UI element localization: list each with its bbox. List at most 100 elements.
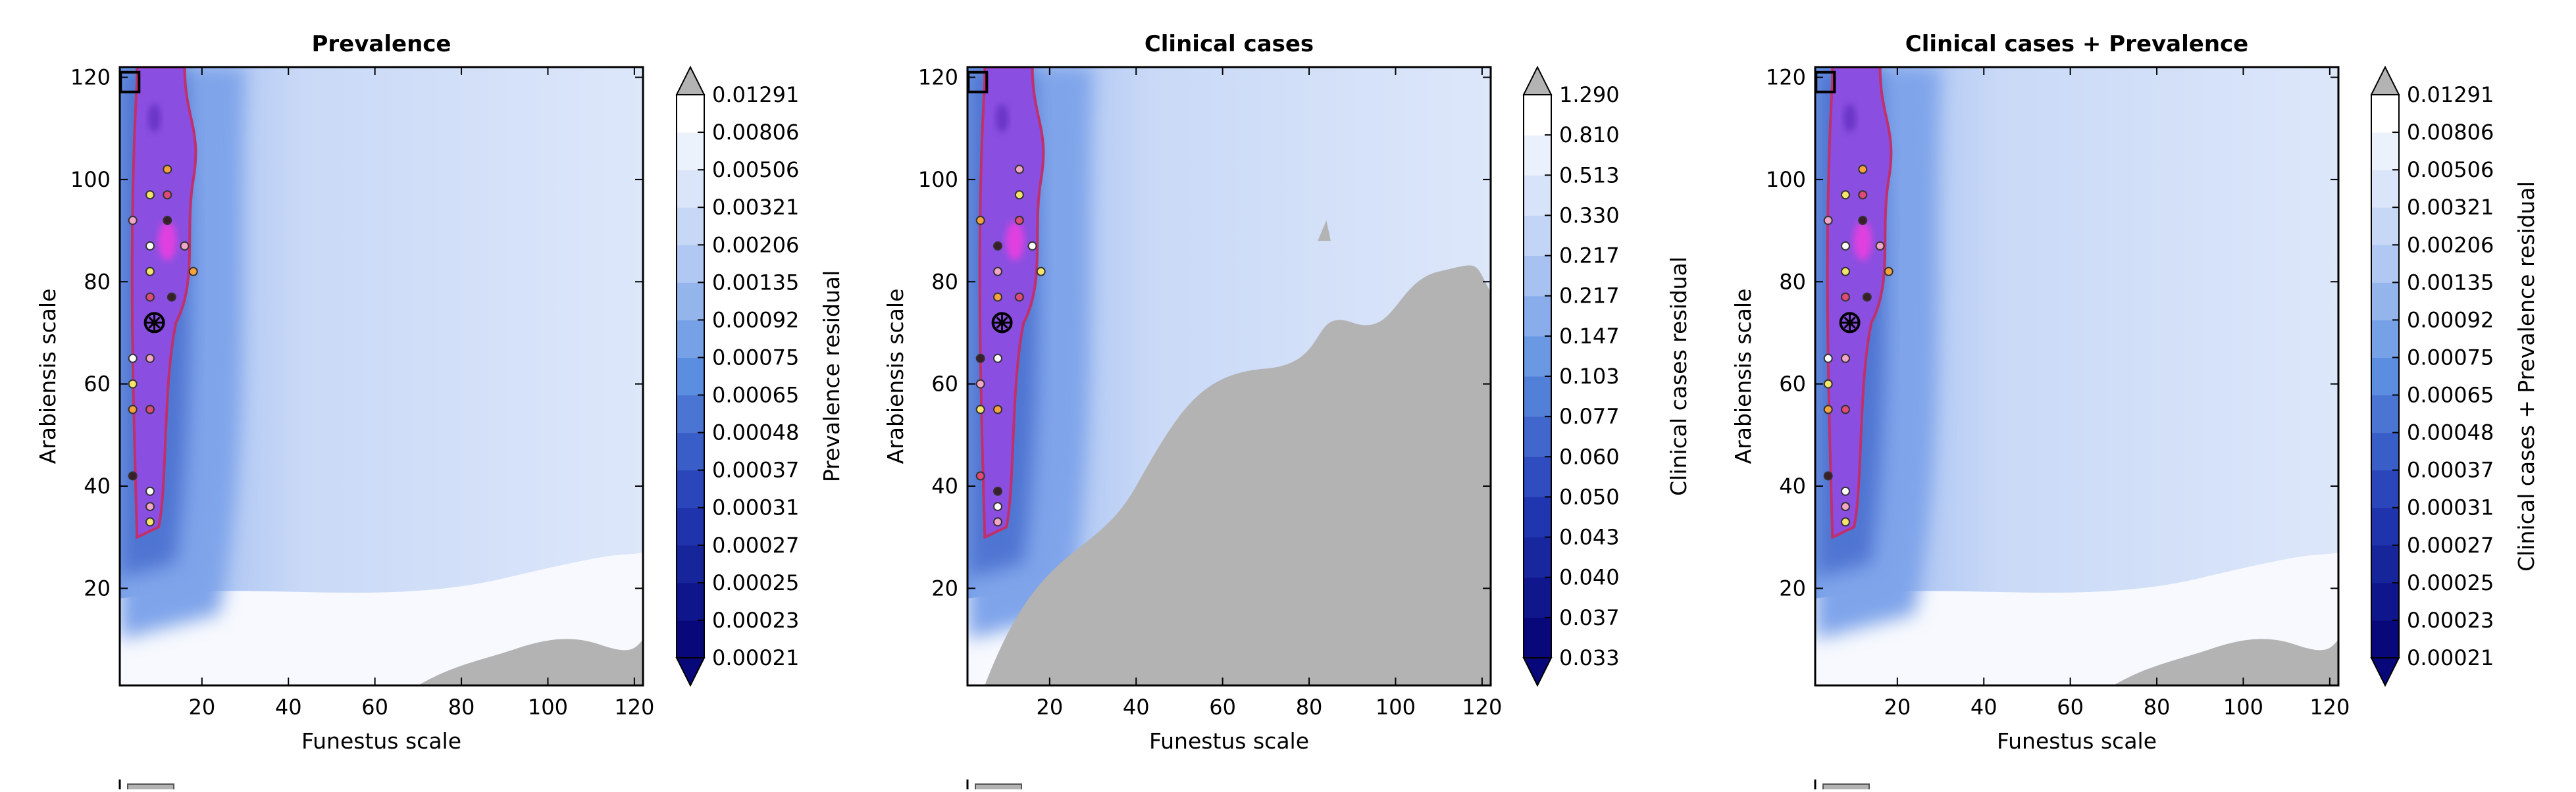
colorbar-tick-label: 0.00031: [2407, 495, 2494, 520]
data-point: [1840, 266, 1850, 276]
colorbar-tick-label: 0.00092: [2407, 307, 2494, 332]
data-point: [1884, 266, 1893, 276]
colorbar-band: [677, 207, 704, 245]
colorbar-tick-label: 0.00021: [712, 645, 799, 670]
data-point: [163, 216, 172, 226]
data-point: [1036, 266, 1046, 276]
x-tick-label: 20: [1884, 695, 1911, 720]
data-point: [1840, 292, 1850, 302]
colorbar-tick-label: 0.060: [1559, 444, 1620, 469]
best-fit-star: [994, 314, 1010, 331]
data-point: [975, 405, 985, 414]
y-axis-label: Arabiensis scale: [35, 289, 61, 464]
colorbar-tick-label: 0.00806: [712, 120, 799, 145]
data-point: [1823, 216, 1833, 226]
colorbar-tick-label: 0.147: [1559, 324, 1620, 349]
colorbar-band: [677, 507, 704, 546]
data-point: [145, 517, 155, 527]
magenta-spot: [1853, 221, 1872, 261]
y-tick-label: 80: [931, 269, 958, 294]
colorbar-tick-label: 0.217: [1559, 243, 1620, 268]
data-point: [145, 190, 155, 200]
data-point: [128, 471, 138, 481]
colorbar: 0.033 0.037 0.040 0.043 0.050 0.060 0.077 0.103…: [1522, 65, 1691, 687]
colorbar-tick-label: 0.00321: [2407, 195, 2494, 220]
colorbar-band: [2371, 132, 2399, 170]
colorbar-tick-label: 0.00025: [712, 570, 799, 595]
heatmap-field: [120, 67, 643, 685]
colorbar-band: [1524, 175, 1551, 216]
best-fit-marker: [1839, 312, 1861, 334]
colorbar-tick-label: 0.00506: [712, 157, 799, 182]
data-point: [128, 353, 138, 363]
colorbar-tick-label: 0.00037: [712, 458, 799, 483]
colorbar-frame: [2371, 94, 2400, 658]
colorbar-tick-label: 0.513: [1559, 162, 1620, 187]
colorbar-band: [1524, 135, 1551, 176]
colorbar-tick-label: 0.810: [1559, 122, 1620, 147]
data-point: [128, 216, 138, 226]
data-point: [1823, 379, 1833, 389]
y-tick-label: 40: [1779, 474, 1806, 499]
colorbar-band: [1524, 537, 1551, 578]
y-tick-label: 40: [931, 474, 958, 499]
data-point: [1875, 241, 1885, 251]
y-tick-label: 20: [1779, 576, 1806, 601]
colorbar-tick-label: 0.330: [1559, 203, 1620, 228]
chart-panel-3: 20 40 60 80 100 120 20 40 60 80 100 120 Clinical cas…: [1730, 31, 2539, 792]
best-fit-marker: [991, 312, 1013, 334]
colorbar-tick-label: 0.00037: [2407, 458, 2494, 483]
colorbar-tick-label: 0.00135: [2407, 270, 2494, 295]
purple-region: [1826, 67, 1893, 539]
colorbar-band: [2371, 207, 2399, 245]
x-tick-label: 80: [2144, 695, 2171, 720]
colorbar-tick-label: 0.00023: [712, 608, 799, 633]
data-point: [1840, 190, 1850, 200]
chart-panel-2: 20 40 60 80 100 120 20 40 60 80 100 120 Clinical cas…: [883, 31, 1691, 792]
data-point: [145, 502, 155, 512]
data-point: [992, 405, 1002, 414]
legend-swatch: [1822, 783, 1870, 792]
x-tick-label: 80: [448, 695, 475, 720]
data-point: [975, 353, 985, 363]
data-point: [1858, 216, 1868, 226]
data-point: [1840, 405, 1850, 414]
data-point: [1027, 241, 1037, 251]
colorbar-band: [2371, 395, 2399, 433]
data-point: [1823, 353, 1833, 363]
colorbar-tick-label: 0.217: [1559, 284, 1620, 309]
colorbar-band: [2371, 245, 2399, 283]
colorbar-band: [677, 432, 704, 471]
y-tick-label: 120: [918, 65, 958, 90]
colorbar-top-arrow: [1522, 65, 1553, 95]
colorbar-band: [2371, 582, 2399, 621]
purple-region: [130, 67, 197, 539]
chart-title: Clinical cases: [1145, 31, 1314, 57]
data-point: [145, 353, 155, 363]
data-point: [975, 216, 985, 226]
colorbar: 0.00021 0.00023 0.00025 0.00027 0.00031 0.000…: [2370, 65, 2539, 687]
colorbar-band: [677, 545, 704, 583]
colorbar-tick-label: 0.00806: [2407, 120, 2494, 145]
data-point: [975, 379, 985, 389]
colorbar-label: Clinical cases residual: [1666, 257, 1691, 496]
x-axis-label: Funestus scale: [1149, 728, 1309, 754]
data-point: [1014, 164, 1024, 174]
data-point: [992, 517, 1002, 527]
colorbar-band: [1524, 376, 1551, 417]
colorbar-tick-label: 0.00048: [712, 420, 799, 445]
data-point: [1014, 216, 1024, 226]
colorbar-tick-label: 0.00321: [712, 195, 799, 220]
gray-region: [2113, 639, 2338, 685]
colorbar-band: [1524, 295, 1551, 337]
y-tick-label: 120: [1766, 65, 1806, 90]
colorbar-band: [1524, 617, 1551, 658]
chart-panel-1: 20 40 60 80 100 120 20 40 60 80 100 120 Prevalence Fu…: [35, 31, 844, 792]
y-tick-label: 120: [70, 65, 111, 90]
colorbar-tick-label: 0.103: [1559, 364, 1620, 389]
data-point: [163, 190, 172, 200]
y-tick-label: 100: [70, 167, 111, 192]
x-tick-label: 60: [361, 695, 388, 720]
colorbar-tick-label: 0.00075: [712, 345, 799, 370]
